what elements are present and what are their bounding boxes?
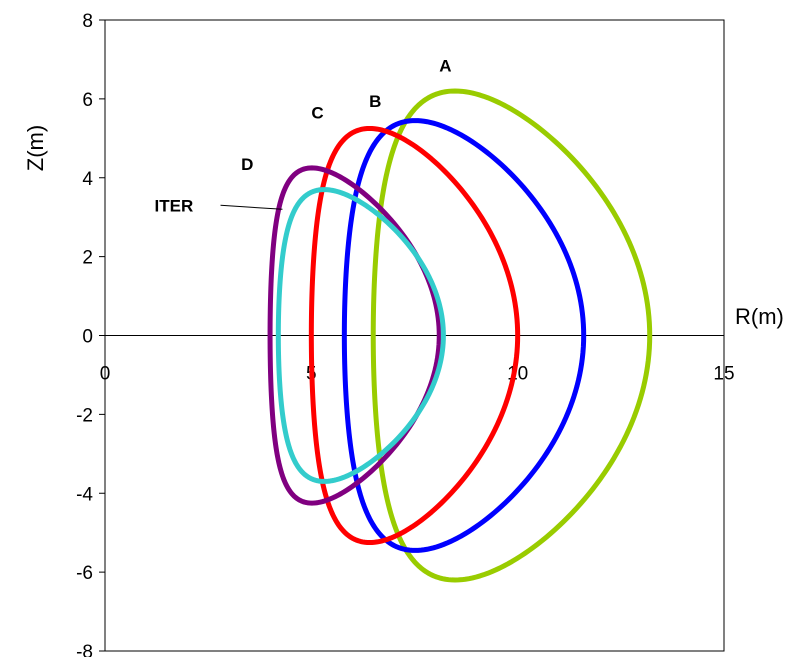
label-iter-leader-line [220,204,283,210]
y-tick-label: 0 [82,327,93,348]
y-tick-label: -8 [76,642,93,657]
series-b-boundary [341,118,587,553]
label-iter: ITER [155,196,194,215]
series-layer [267,88,653,583]
label-b: B [369,92,381,111]
y-tick-label: 2 [82,248,93,269]
x-tick-label: 0 [100,364,111,385]
label-c: C [311,104,323,123]
y-tick-label: -2 [76,405,93,426]
y-tick-label: 8 [82,11,93,32]
label-a: A [439,56,451,75]
y-tick-label: 6 [82,90,93,111]
x-tick-label: 15 [713,364,734,385]
y-tick-label: 4 [82,169,93,190]
series-a-boundary [370,88,653,583]
y-axis-title: Z(m) [23,125,48,171]
label-d: D [241,155,253,174]
x-axis-title: R(m) [735,304,784,329]
series-d-boundary [267,165,442,506]
series-iter-boundary [275,187,446,484]
y-tick-label: -6 [76,563,93,584]
y-tick-label: -4 [76,484,93,505]
labels-layer: A B C D ITER [155,56,452,215]
series-c-boundary [308,125,521,546]
